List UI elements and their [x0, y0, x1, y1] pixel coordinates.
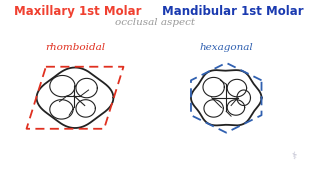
Text: ⚕: ⚕ — [292, 151, 297, 161]
Text: rhomboidal: rhomboidal — [45, 43, 105, 52]
Text: Maxillary 1st Molar: Maxillary 1st Molar — [14, 5, 142, 18]
Text: occlusal aspect: occlusal aspect — [116, 18, 196, 27]
Text: hexagonal: hexagonal — [199, 43, 253, 52]
Text: Mandibular 1st Molar: Mandibular 1st Molar — [162, 5, 304, 18]
